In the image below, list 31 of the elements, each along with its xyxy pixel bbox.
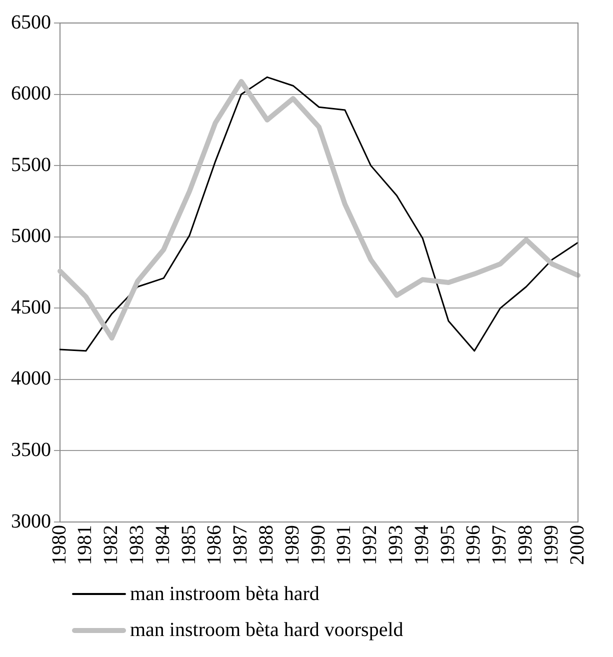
x-tick-label: 1983 <box>126 525 148 565</box>
x-tick-label: 1988 <box>255 525 278 565</box>
y-tick-label: 4000 <box>11 368 51 390</box>
y-tick-label: 3500 <box>11 438 51 461</box>
x-tick-label: 1989 <box>281 525 304 565</box>
x-tick-label: 1990 <box>307 525 330 565</box>
x-tick-label: 1980 <box>48 525 70 565</box>
x-tick-label: 1999 <box>540 525 562 565</box>
legend-label: man instroom bèta hard voorspeld <box>130 618 404 642</box>
x-tick-label: 1987 <box>230 525 252 565</box>
x-tick-label: 1996 <box>462 525 485 565</box>
x-tick-label: 1994 <box>410 525 433 565</box>
y-tick-label: 6500 <box>11 11 51 34</box>
y-tick-label: 5500 <box>11 154 51 176</box>
y-tick-label: 3000 <box>11 510 51 532</box>
x-tick-label: 1993 <box>384 525 407 565</box>
y-tick-label: 5000 <box>11 225 51 248</box>
x-tick-label: 1981 <box>74 525 96 565</box>
y-tick-label: 4500 <box>11 296 51 318</box>
x-tick-label: 1982 <box>100 525 122 565</box>
x-tick-label: 1991 <box>333 525 356 565</box>
x-tick-label: 1986 <box>204 525 226 565</box>
x-tick-label: 1985 <box>178 525 200 565</box>
x-tick-label: 1997 <box>488 525 511 565</box>
y-tick-label: 6000 <box>11 82 51 105</box>
x-tick-label: 1984 <box>152 525 174 565</box>
x-tick-label: 1992 <box>359 525 382 565</box>
x-tick-label: 1995 <box>436 525 459 565</box>
x-tick-label: 1998 <box>514 525 536 565</box>
x-tick-label: 2000 <box>566 525 588 565</box>
legend-label: man instroom bèta hard <box>130 582 320 606</box>
